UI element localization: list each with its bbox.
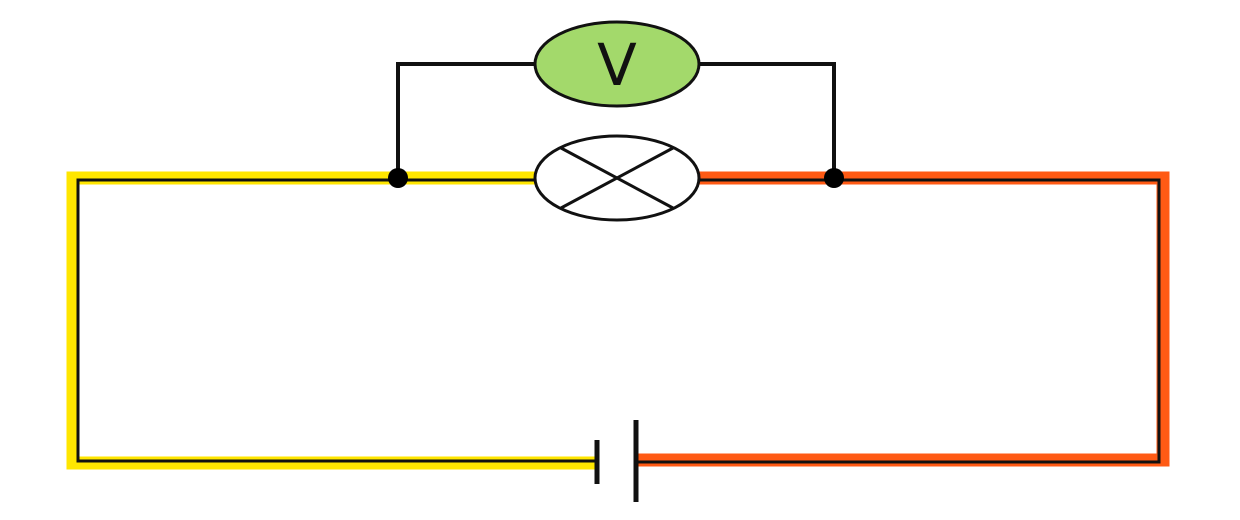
voltmeter-branch <box>396 62 836 178</box>
voltmeter-wire-left <box>396 62 536 178</box>
bulb <box>533 134 701 222</box>
negative-wire-highlight <box>66 171 595 470</box>
voltmeter-label: V <box>597 31 637 99</box>
junction-left <box>388 168 408 188</box>
voltmeter-wire-right <box>698 62 836 178</box>
junction-right <box>824 168 844 188</box>
battery-cell <box>594 420 639 502</box>
voltmeter-body <box>533 20 701 108</box>
positive-wire-highlight <box>637 171 1170 467</box>
bulb-filament-b <box>560 146 674 210</box>
negative-wire-core <box>76 178 595 463</box>
negative-side-wire <box>66 171 595 470</box>
voltmeter: V <box>533 20 701 108</box>
positive-side-wire <box>637 171 1170 467</box>
positive-wire-core <box>637 178 1161 464</box>
